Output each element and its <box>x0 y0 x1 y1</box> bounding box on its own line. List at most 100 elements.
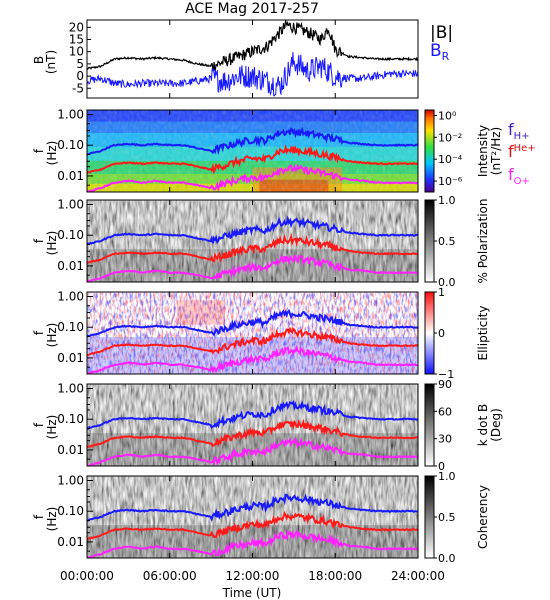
ytick-label-ellipticity: 0.01 <box>57 351 84 365</box>
colorbar-tick-label-coherency: 0.0 <box>438 552 456 565</box>
overlay-f-oplus-kdotb <box>87 436 418 466</box>
field-ytick-label: 20 <box>69 20 84 34</box>
panel-coherency: 1.00 0.10 0.01 f (Hz) 1.0 0.5 0.0 Coherency <box>32 470 490 565</box>
panel-ellipticity: 1.00 0.10 0.01 f (Hz) 1 0 −1 Ellipticity <box>32 286 490 381</box>
ylabel-top-coherency: f <box>32 514 46 519</box>
spectrogram-ellipticity <box>87 292 418 374</box>
ytick-label-intensity: 1.00 <box>57 107 84 121</box>
ylabel-top-polarization: f <box>32 238 46 243</box>
time-tick-label: 24:00:00 <box>391 569 445 583</box>
overlay-f-oplus-intensity <box>87 163 418 192</box>
colorbar-label2-kdotb: (Deg) <box>489 408 503 442</box>
field-series-b-r <box>87 52 418 97</box>
spectrogram-polarization <box>87 200 418 282</box>
overlay-f-heplus-kdotb <box>87 418 418 449</box>
field-ylabel-bottom: (nT) <box>44 50 58 74</box>
ytick-label-kdotb: 0.01 <box>57 443 84 457</box>
spectrogram-kdotb <box>87 384 418 466</box>
colorbar-label-polarization: % Polarization <box>476 199 490 284</box>
colorbar-kdotb <box>424 383 435 467</box>
colorbar-label-ellipticity: Ellipticity <box>476 306 490 361</box>
field-ytick-label: 0 <box>76 69 84 83</box>
legend-b-r: BR <box>430 41 450 63</box>
overlay-f-hplus-ellipticity <box>87 308 418 338</box>
spectrogram-coherency <box>87 476 418 558</box>
overlay-f-heplus-coherency <box>87 510 418 541</box>
field-ytick-label: -5 <box>72 81 84 95</box>
ytick-label-ellipticity: 1.00 <box>57 289 84 303</box>
time-tick-label: 06:00:00 <box>143 569 197 583</box>
colorbar-label-kdotb: k dot B <box>476 404 490 446</box>
time-tick-label: 00:00:00 <box>60 569 114 583</box>
colorbar-tick-label-kdotb: 60 <box>438 405 452 418</box>
ylabel-bottom-intensity: (Hz) <box>45 141 59 166</box>
colorbar-label2-intensity: (nT²/Hz) <box>489 127 503 175</box>
ytick-label-polarization: 1.00 <box>57 197 84 211</box>
overlay-f-hplus-coherency <box>87 493 418 522</box>
colorbar-tick-label-intensity: 10⁻² <box>438 131 462 144</box>
legend-f-h: fH+ <box>508 120 530 142</box>
field-ytick-label: 15 <box>69 33 84 47</box>
field-ytick-label: 10 <box>69 45 84 59</box>
ylabel-top-ellipticity: f <box>32 330 46 335</box>
gyrofrequency-legend: fH+ fHe+ fO+ <box>508 120 536 187</box>
ytick-label-coherency: 1.00 <box>57 473 84 487</box>
overlay-f-heplus-polarization <box>87 233 418 265</box>
ytick-label-kdotb: 0.10 <box>57 412 84 426</box>
colorbar-ellipticity <box>424 291 435 375</box>
ylabel-top-intensity: f <box>32 148 46 153</box>
ylabel-bottom-coherency: (Hz) <box>45 507 59 532</box>
colorbar-tick-label-polarization: 0.0 <box>438 276 456 289</box>
colorbar-tick-label-intensity: 10⁰ <box>438 109 457 122</box>
overlay-f-oplus-polarization <box>87 254 418 282</box>
overlay-f-hplus-kdotb <box>87 399 418 430</box>
colorbar-intensity <box>424 109 435 193</box>
field-plot-lines <box>87 20 418 97</box>
time-tick-label: 18:00:00 <box>308 569 362 583</box>
ytick-label-ellipticity: 0.10 <box>57 320 84 334</box>
legend-b-total: |B| <box>430 23 453 43</box>
panel-polarization: 1.00 0.10 0.01 f (Hz) 1.0 0.5 0.0 % Polarization <box>32 194 490 289</box>
spectral-panels: 1.000.100.01f (Hz)10⁰10⁻²10⁻⁴10⁻⁶Intensit… <box>32 107 503 565</box>
colorbar-tick-label-polarization: 1.0 <box>438 194 456 207</box>
overlay-f-hplus-intensity <box>87 126 418 156</box>
ylabel-bottom-ellipticity: (Hz) <box>45 323 59 348</box>
spectrogram-intensity <box>87 110 418 192</box>
figure-title: ACE Mag 2017-257 <box>185 1 319 17</box>
colorbar-tick-label-ellipticity: 0 <box>438 327 445 340</box>
legend-f-he: fHe+ <box>508 142 536 161</box>
colorbar-polarization <box>424 199 435 283</box>
ylabel-bottom-polarization: (Hz) <box>45 231 59 256</box>
colorbar-tick-label-coherency: 0.5 <box>438 511 456 524</box>
colorbar-tick-label-polarization: 0.5 <box>438 235 456 248</box>
overlay-f-oplus-coherency <box>87 529 418 558</box>
colorbar-tick-label-intensity: 10⁻⁶ <box>438 175 463 188</box>
overlay-f-heplus-ellipticity <box>87 326 418 357</box>
colorbar-coherency <box>424 475 435 559</box>
colorbar-tick-label-intensity: 10⁻⁴ <box>438 153 463 166</box>
overlay-f-hplus-polarization <box>87 215 418 246</box>
legend-f-o: fO+ <box>508 165 530 187</box>
ytick-label-intensity: 0.01 <box>57 169 84 183</box>
panel-kdotb: 1.00 0.10 0.01 f (Hz) 90 60 30 0 k dot B (Deg) <box>32 378 503 473</box>
ytick-label-kdotb: 1.00 <box>57 381 84 395</box>
overlay-f-oplus-ellipticity <box>87 344 418 374</box>
field-series-b-total <box>87 20 418 71</box>
colorbar-tick-label-ellipticity: 1 <box>438 286 445 299</box>
field-ylabel-top: B <box>32 56 46 64</box>
colorbar-label-coherency: Coherency <box>476 485 490 549</box>
field-ytick-label: 5 <box>76 57 84 71</box>
time-axis: 00:00:00 06:00:00 12:00:00 18:00:00 24:00:00 <box>60 20 445 583</box>
ytick-label-intensity: 0.10 <box>57 138 84 152</box>
time-axis-label: Time (UT) <box>222 586 282 600</box>
overlay-f-heplus-intensity <box>87 144 418 175</box>
colorbar-tick-label-kdotb: 0 <box>438 460 445 473</box>
colorbar-tick-label-kdotb: 90 <box>438 378 452 391</box>
ylabel-bottom-kdotb: (Hz) <box>45 415 59 440</box>
time-tick-label: 12:00:00 <box>226 569 280 583</box>
ytick-label-polarization: 0.01 <box>57 259 84 273</box>
panel-intensity: 1.00 0.10 0.01 f (Hz) 10⁰ 10⁻² 10⁻⁴ 10⁻⁶ Intensit… <box>32 107 503 193</box>
